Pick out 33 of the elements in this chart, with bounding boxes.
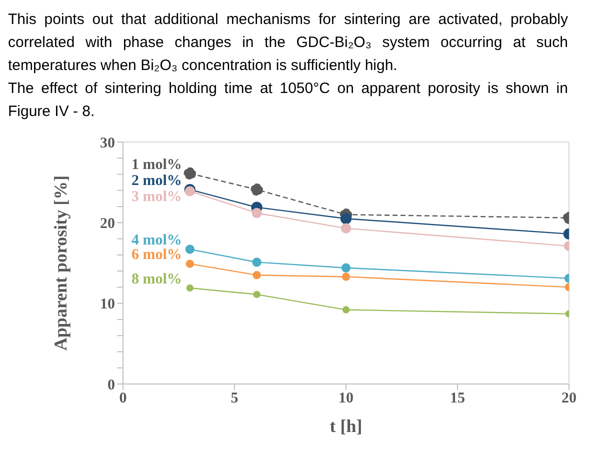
x-axis-title: t [h] [330, 416, 362, 436]
series-label: 1 mol% [131, 156, 182, 173]
y-axis-title: Apparent porosity [%] [50, 175, 70, 351]
point [252, 258, 262, 267]
x-tick-label: 20 [562, 390, 576, 407]
series-label: 3 mol% [131, 188, 182, 205]
y-tick-label: 0 [108, 377, 115, 394]
x-tick-label: 10 [338, 390, 354, 407]
point [342, 306, 350, 314]
point [252, 208, 262, 218]
point [252, 271, 261, 280]
point [340, 223, 352, 234]
x-tick-label: 15 [450, 390, 465, 407]
text: The effect of sintering holding time at 1050°C on apparent porosity is shown in Figure IV - 8. [8, 79, 568, 122]
point [250, 183, 263, 196]
x-tick-label: 0 [119, 390, 127, 407]
series-label: 4 mol% [131, 232, 182, 249]
point [186, 284, 194, 292]
point [340, 213, 352, 224]
point [184, 167, 196, 180]
point [341, 263, 351, 272]
y-tick-label: 20 [100, 216, 115, 232]
point [186, 260, 194, 268]
series-label: 2 mol% [131, 173, 182, 190]
point [253, 290, 260, 298]
point [185, 244, 194, 254]
series-label: 6 mol% [131, 247, 182, 264]
series-label: 8 mol% [131, 271, 182, 288]
y-tick-label: 30 [100, 135, 115, 152]
x-tick-label: 5 [230, 390, 238, 407]
y-tick-label: 10 [100, 296, 115, 313]
point [342, 272, 350, 281]
text: This points out that additional mechanisms for sintering are activated, probably correlated with phase changes in the GDC-Bi₂O₃ system occurring at such temperatures when Bi₂O₃ concentration is sufficiently high. [8, 10, 568, 76]
